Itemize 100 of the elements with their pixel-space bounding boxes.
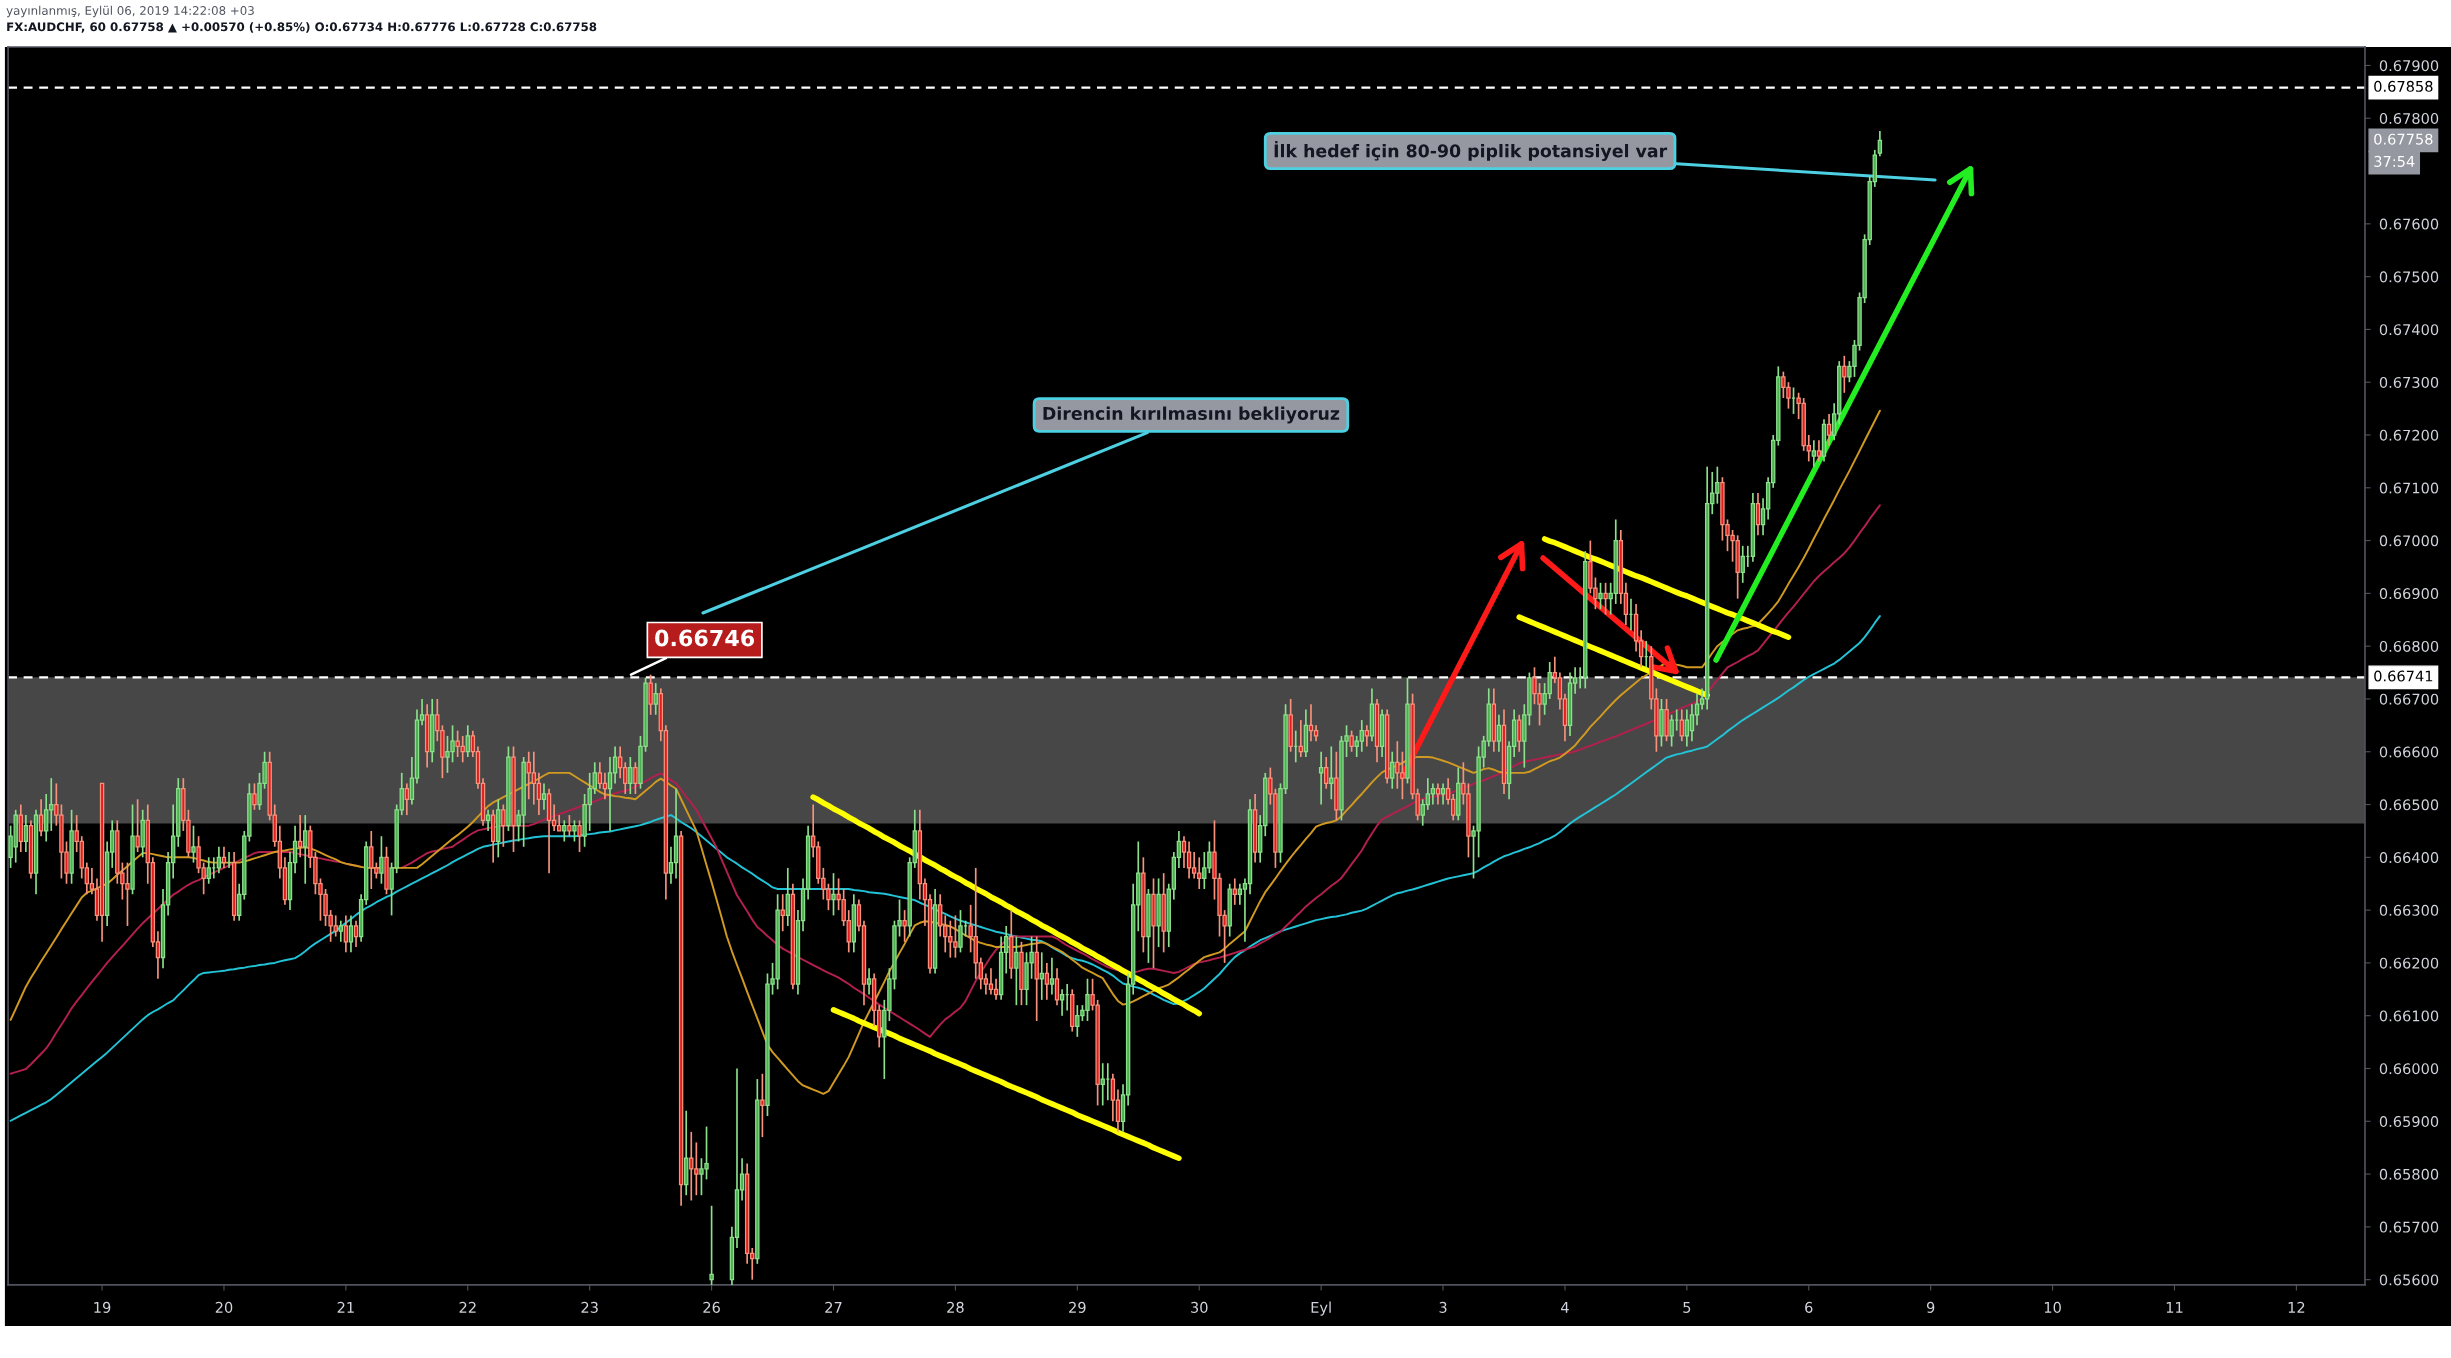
y-tick-label: 0.66900 xyxy=(2379,588,2439,600)
x-tick-label: 27 xyxy=(825,1301,842,1313)
candlestick xyxy=(628,756,633,795)
candlestick xyxy=(1329,745,1334,801)
text: 0.67758 xyxy=(2374,133,2433,145)
annotation: 0.66746 xyxy=(655,629,755,647)
y-tick-label: 0.67000 xyxy=(2379,535,2439,547)
x-tick-label: 22 xyxy=(459,1301,476,1313)
candlestick xyxy=(1390,750,1395,790)
candlestick xyxy=(536,772,542,816)
candlestick xyxy=(780,893,785,933)
candlestick xyxy=(303,814,308,885)
candlestick xyxy=(1517,713,1522,753)
candlestick xyxy=(1181,835,1187,869)
candlestick xyxy=(1877,130,1883,158)
candlestick xyxy=(1054,967,1060,1006)
x-tick-label: 9 xyxy=(1926,1301,1935,1313)
y-tick-label: 0.67300 xyxy=(2379,376,2439,388)
y-tick-label: 0.67600 xyxy=(2379,218,2439,230)
text: yayınlanmış, Eylül 06, 2019 14:22:08 +03 xyxy=(6,5,254,18)
x-tick-label: 3 xyxy=(1439,1301,1447,1313)
candlestick xyxy=(958,909,963,954)
y-tick-label: 0.67100 xyxy=(2379,482,2439,494)
candlestick xyxy=(607,756,613,832)
candlestick xyxy=(1669,713,1674,748)
candlestick xyxy=(252,782,257,811)
candlestick xyxy=(633,761,638,795)
candlestick xyxy=(343,914,349,954)
x-tick-label: 4 xyxy=(1561,1302,1569,1313)
candlestick xyxy=(597,761,603,790)
candlestick xyxy=(348,914,354,954)
candlestick xyxy=(1186,840,1192,880)
candlestick xyxy=(567,814,572,838)
candlestick xyxy=(612,745,618,785)
y-tick-label: 0.65800 xyxy=(2379,1168,2439,1180)
candlestick xyxy=(1318,750,1324,806)
y-tick-label: 0.66600 xyxy=(2379,746,2439,758)
x-tick-label: 20 xyxy=(215,1301,233,1313)
x-tick-label: 21 xyxy=(337,1301,354,1313)
candlestick xyxy=(135,798,140,853)
candlestick xyxy=(866,967,872,996)
candlestick xyxy=(1191,851,1197,880)
candlestick xyxy=(1049,956,1055,996)
x-tick-label: 12 xyxy=(2288,1301,2305,1313)
candlestick xyxy=(38,798,44,838)
candlestick xyxy=(1044,962,1050,1001)
candlestick xyxy=(338,919,343,943)
annotation: Direncin kırılmasını bekliyoruz xyxy=(1043,406,1340,424)
x-tick-label: 6 xyxy=(1805,1301,1813,1313)
candlestick xyxy=(216,845,222,875)
candlestick xyxy=(1440,782,1446,806)
candlestick xyxy=(191,824,196,864)
line-series xyxy=(9,615,1881,1122)
candlestick xyxy=(1740,545,1745,584)
candlestick xyxy=(465,724,470,758)
candlestick xyxy=(937,893,943,938)
candlestick xyxy=(1100,1062,1105,1107)
candlestick xyxy=(379,835,384,885)
text: 37:54 xyxy=(2374,155,2415,167)
y-tick-label: 0.67800 xyxy=(2379,112,2439,124)
candlestick xyxy=(531,750,537,806)
candlestick xyxy=(562,819,567,843)
candlestick xyxy=(23,814,29,853)
candlestick xyxy=(648,673,653,716)
x-tick-label: 29 xyxy=(1069,1301,1086,1313)
x-tick-label: 5 xyxy=(1683,1302,1691,1313)
candlestick xyxy=(1816,439,1822,463)
y-tick-label: 0.67200 xyxy=(2379,429,2439,441)
candlestick xyxy=(572,819,577,843)
x-tick-label: 28 xyxy=(947,1301,964,1313)
candlestick xyxy=(1237,882,1243,906)
candlestick xyxy=(902,909,907,943)
candlestick xyxy=(1110,1072,1116,1123)
y-tick-label: 0.65600 xyxy=(2379,1274,2439,1286)
candlestick xyxy=(1689,703,1695,743)
candlestick xyxy=(577,819,582,853)
candlestick xyxy=(1014,935,1019,1006)
candlestick xyxy=(1679,708,1684,743)
candlestick xyxy=(1364,724,1370,748)
y-tick-label: 0.66300 xyxy=(2379,904,2439,916)
y-tick-label: 0.65900 xyxy=(2379,1116,2439,1128)
candlestick xyxy=(1435,782,1441,806)
candlestick xyxy=(541,782,547,811)
candlestick xyxy=(760,1072,765,1138)
x-tick-label: 30 xyxy=(1191,1301,1208,1313)
candlestick xyxy=(1349,729,1354,753)
y-tick-label: 0.67400 xyxy=(2379,324,2439,336)
y-tick-label: 0.67500 xyxy=(2379,271,2439,283)
x-tick-label: 11 xyxy=(2166,1302,2183,1313)
candlestick xyxy=(1496,713,1502,753)
candlestick xyxy=(1603,581,1608,616)
candlestick xyxy=(43,793,49,843)
annotation: İlk hedef için 80-90 piplik potansiyel var xyxy=(1274,141,1668,161)
candlestick xyxy=(404,782,410,816)
candlestick xyxy=(1684,708,1690,748)
y-tick-label: 0.66800 xyxy=(2379,640,2439,652)
candlestick xyxy=(501,803,506,848)
ref-line-label: 0.67858 xyxy=(2374,80,2433,92)
candlestick xyxy=(831,872,836,917)
x-tick-label: 10 xyxy=(2044,1301,2061,1313)
